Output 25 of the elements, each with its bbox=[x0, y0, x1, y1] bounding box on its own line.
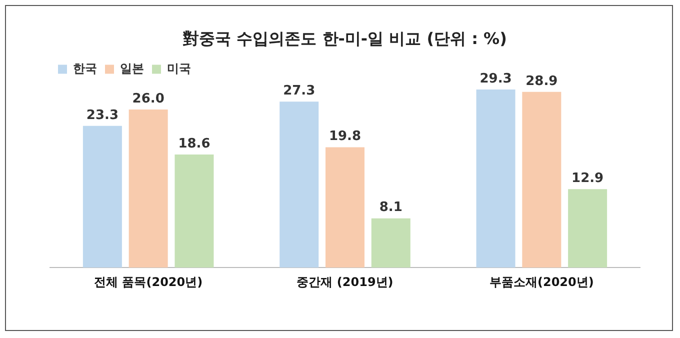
bar bbox=[174, 154, 214, 268]
x-tick-label: 전체 품목(2020년) bbox=[94, 274, 203, 289]
data-label: 19.8 bbox=[328, 129, 362, 144]
data-label: 28.9 bbox=[526, 74, 558, 89]
bar bbox=[128, 110, 168, 268]
data-label: 12.9 bbox=[572, 171, 604, 186]
data-label: 8.1 bbox=[379, 200, 402, 216]
data-label: 18.6 bbox=[178, 136, 210, 152]
data-label: 23.3 bbox=[86, 108, 118, 123]
legend-label: 한국 bbox=[73, 61, 97, 76]
bar bbox=[325, 147, 365, 268]
bar bbox=[280, 102, 319, 268]
bar bbox=[371, 218, 410, 268]
bar bbox=[476, 89, 516, 268]
data-label: 29.3 bbox=[480, 71, 512, 86]
bar bbox=[82, 126, 122, 268]
legend-label: 일본 bbox=[120, 61, 144, 76]
bar bbox=[568, 189, 608, 268]
x-tick-label: 중간재 (2019년) bbox=[296, 274, 394, 289]
legend-label: 미국 bbox=[167, 61, 191, 76]
data-label: 26.0 bbox=[132, 91, 164, 106]
chart-title: 對중국 수입의존도 한-미-일 비교 (단위 : %) bbox=[182, 28, 507, 48]
data-label: 27.3 bbox=[283, 83, 316, 98]
bar bbox=[522, 92, 562, 268]
x-tick-label: 부품소재(2020년) bbox=[489, 274, 594, 289]
